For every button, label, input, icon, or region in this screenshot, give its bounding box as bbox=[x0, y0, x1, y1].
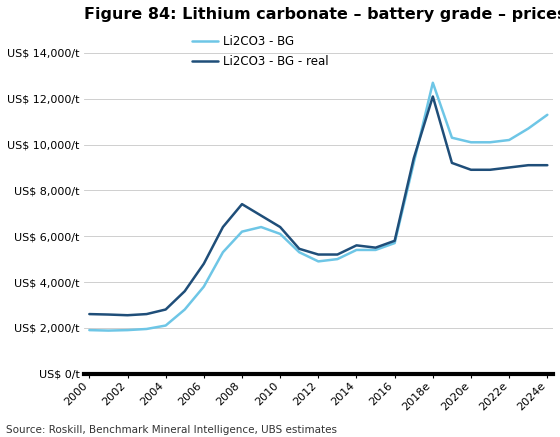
Li2CO3 - BG - real bbox=[200, 261, 207, 266]
Li2CO3 - BG bbox=[296, 250, 302, 255]
Li2CO3 - BG - real bbox=[105, 312, 112, 317]
Li2CO3 - BG bbox=[239, 229, 245, 234]
Li2CO3 - BG bbox=[334, 257, 341, 262]
Li2CO3 - BG - real bbox=[86, 312, 93, 317]
Li2CO3 - BG - real bbox=[258, 213, 264, 218]
Li2CO3 - BG bbox=[430, 80, 436, 85]
Li2CO3 - BG - real bbox=[220, 225, 226, 230]
Li2CO3 - BG - real bbox=[296, 246, 302, 251]
Li2CO3 - BG - real bbox=[506, 165, 512, 170]
Li2CO3 - BG bbox=[162, 323, 169, 328]
Li2CO3 - BG bbox=[544, 112, 550, 118]
Li2CO3 - BG - real bbox=[277, 225, 283, 230]
Li2CO3 - BG bbox=[124, 327, 131, 333]
Li2CO3 - BG - real bbox=[143, 312, 150, 317]
Li2CO3 - BG - real bbox=[124, 312, 131, 318]
Legend: Li2CO3 - BG, Li2CO3 - BG - real: Li2CO3 - BG, Li2CO3 - BG - real bbox=[187, 30, 334, 73]
Li2CO3 - BG - real bbox=[468, 167, 474, 173]
Li2CO3 - BG bbox=[200, 284, 207, 289]
Li2CO3 - BG bbox=[372, 247, 379, 253]
Li2CO3 - BG bbox=[220, 250, 226, 255]
Li2CO3 - BG bbox=[143, 326, 150, 332]
Li2CO3 - BG - real bbox=[334, 252, 341, 257]
Li2CO3 - BG - real bbox=[181, 288, 188, 294]
Li2CO3 - BG bbox=[525, 126, 531, 131]
Li2CO3 - BG - real bbox=[544, 163, 550, 168]
Line: Li2CO3 - BG - real: Li2CO3 - BG - real bbox=[90, 97, 547, 315]
Li2CO3 - BG - real bbox=[162, 307, 169, 312]
Li2CO3 - BG bbox=[105, 328, 112, 333]
Li2CO3 - BG - real bbox=[487, 167, 493, 173]
Li2CO3 - BG bbox=[181, 307, 188, 312]
Li2CO3 - BG bbox=[315, 259, 321, 264]
Text: Source: Roskill, Benchmark Mineral Intelligence, UBS estimates: Source: Roskill, Benchmark Mineral Intel… bbox=[6, 425, 337, 435]
Li2CO3 - BG - real bbox=[410, 156, 417, 161]
Li2CO3 - BG - real bbox=[372, 245, 379, 250]
Li2CO3 - BG bbox=[258, 225, 264, 230]
Li2CO3 - BG bbox=[86, 327, 93, 333]
Text: Figure 84: Lithium carbonate – battery grade – prices: Figure 84: Lithium carbonate – battery g… bbox=[83, 7, 560, 22]
Li2CO3 - BG bbox=[506, 137, 512, 142]
Li2CO3 - BG - real bbox=[353, 243, 360, 248]
Li2CO3 - BG bbox=[468, 140, 474, 145]
Li2CO3 - BG - real bbox=[315, 252, 321, 257]
Li2CO3 - BG bbox=[353, 247, 360, 253]
Li2CO3 - BG bbox=[391, 240, 398, 246]
Li2CO3 - BG bbox=[487, 140, 493, 145]
Li2CO3 - BG - real bbox=[525, 163, 531, 168]
Li2CO3 - BG bbox=[410, 160, 417, 166]
Li2CO3 - BG bbox=[277, 231, 283, 236]
Li2CO3 - BG - real bbox=[449, 160, 455, 166]
Line: Li2CO3 - BG: Li2CO3 - BG bbox=[90, 83, 547, 330]
Li2CO3 - BG - real bbox=[391, 238, 398, 243]
Li2CO3 - BG - real bbox=[430, 94, 436, 99]
Li2CO3 - BG - real bbox=[239, 201, 245, 207]
Li2CO3 - BG bbox=[449, 135, 455, 140]
